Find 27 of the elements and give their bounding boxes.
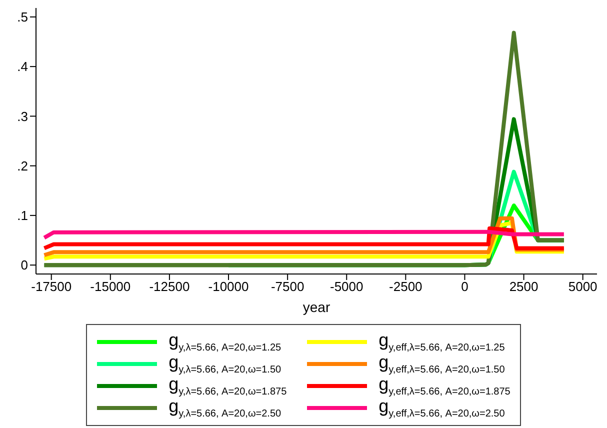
legend-label: g$_{y,λ=5.66, A=20,ω=1.25}$: [168, 330, 282, 354]
legend-label: g$_{y,eff,λ=5.66, A=20,ω=1.25}$: [378, 330, 505, 354]
line-series: [42, 226, 566, 250]
y-tick-label: 0: [20, 258, 28, 273]
x-tick-label: 0: [461, 279, 468, 294]
line-series: [42, 30, 566, 268]
legend-label: g$_{y,eff,λ=5.66, A=20,ω=2.50}$: [378, 396, 505, 420]
legend-label: g$_{y,λ=5.66, A=20,ω=2.50}$: [168, 396, 282, 420]
x-tick-label: 5000: [568, 279, 598, 294]
x-axis-title: year: [302, 299, 330, 315]
x-tick-label: -7500: [270, 279, 304, 294]
y-tick-label: .3: [17, 108, 28, 124]
x-tick-label: -15000: [90, 279, 131, 294]
x-tick-label: -17500: [31, 279, 72, 294]
x-tick-label: 2500: [509, 279, 538, 294]
legend-label: g$_{y,λ=5.66, A=20,ω=1.50}$: [168, 352, 282, 376]
x-tick-label: -5000: [330, 279, 364, 294]
legend-label: g$_{y,λ=5.66, A=20,ω=1.875}$: [168, 374, 287, 398]
legend-label: g$_{y,eff,λ=5.66, A=20,ω=1.875}$: [378, 374, 510, 398]
y-tick-label: .1: [17, 208, 28, 224]
x-tick-label: -2500: [389, 279, 422, 294]
x-tick-label: -12500: [149, 279, 190, 294]
y-tick-label: .4: [17, 59, 28, 74]
y-tick-label: .2: [17, 158, 28, 174]
x-tick-label: -10000: [208, 279, 249, 294]
y-tick-label: .5: [17, 10, 28, 25]
legend-label: g$_{y,eff,λ=5.66, A=20,ω=1.50}$: [378, 352, 505, 376]
